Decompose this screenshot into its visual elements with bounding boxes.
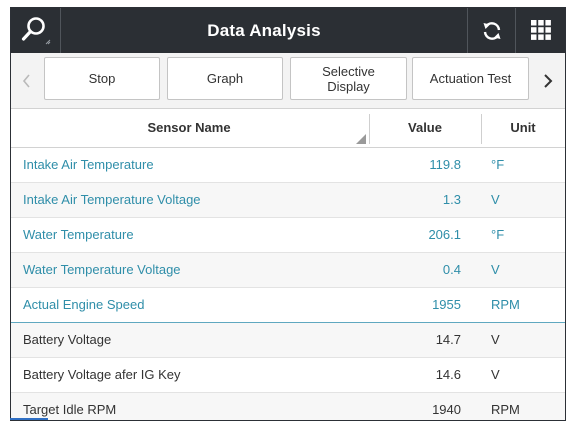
column-divider bbox=[481, 114, 482, 144]
table-row[interactable]: Intake Air Temperature Voltage 1.3 V bbox=[11, 183, 565, 218]
sensor-unit: V bbox=[491, 192, 500, 207]
grid-menu-icon bbox=[531, 20, 551, 40]
table-row[interactable]: Water Temperature Voltage 0.4 V bbox=[11, 253, 565, 288]
sensor-value: 1955 bbox=[432, 297, 461, 312]
stop-button[interactable]: Stop bbox=[44, 57, 160, 100]
sensor-name: Intake Air Temperature bbox=[23, 157, 154, 172]
data-analysis-window: Data Analysis bbox=[10, 7, 566, 421]
sensor-name: Intake Air Temperature Voltage bbox=[23, 192, 201, 207]
sensor-unit: °F bbox=[491, 157, 505, 172]
refresh-button[interactable] bbox=[467, 8, 515, 53]
table-row[interactable]: Battery Voltage 14.7 V bbox=[11, 323, 565, 358]
sensor-unit: V bbox=[491, 367, 500, 382]
selective-display-button[interactable]: Selective Display bbox=[290, 57, 407, 100]
chevron-left-icon bbox=[22, 74, 30, 88]
graph-button[interactable]: Graph bbox=[167, 57, 283, 100]
search-icon bbox=[21, 17, 51, 45]
sensor-unit: V bbox=[491, 262, 500, 277]
column-divider bbox=[369, 114, 370, 144]
sensor-name: Actual Engine Speed bbox=[23, 297, 145, 312]
sensor-unit: °F bbox=[491, 227, 505, 242]
value-header: Value bbox=[408, 120, 442, 135]
toolbar: Stop Graph Selective Display Actuation T… bbox=[11, 53, 565, 109]
sensor-value: 14.6 bbox=[435, 367, 461, 382]
scroll-right-button[interactable] bbox=[534, 53, 564, 109]
unit-header: Unit bbox=[510, 120, 536, 135]
sensor-value: 206.1 bbox=[428, 227, 461, 242]
actuation-test-label: Actuation Test bbox=[429, 71, 512, 86]
sensor-value: 1.3 bbox=[442, 192, 461, 207]
sensor-name: Battery Voltage afer IG Key bbox=[23, 367, 181, 382]
table-header: Sensor Name Value Unit bbox=[11, 110, 565, 148]
grid-menu-button[interactable] bbox=[515, 8, 565, 53]
sensor-unit: V bbox=[491, 332, 500, 347]
sensor-value: 0.4 bbox=[442, 262, 461, 277]
graph-button-label: Graph bbox=[206, 71, 244, 86]
search-button[interactable] bbox=[11, 8, 61, 53]
sensor-value: 119.8 bbox=[429, 157, 461, 172]
sensor-name: Water Temperature bbox=[23, 227, 134, 242]
table-row[interactable]: Target Idle RPM 1940 RPM bbox=[11, 393, 565, 420]
table-row[interactable]: Actual Engine Speed 1955 RPM bbox=[11, 288, 565, 323]
table-row[interactable]: Intake Air Temperature 119.8 °F bbox=[11, 148, 565, 183]
table-row[interactable]: Battery Voltage afer IG Key 14.6 V bbox=[11, 358, 565, 393]
scroll-indicator bbox=[10, 418, 48, 420]
sensor-value: 1940 bbox=[432, 402, 461, 417]
sort-indicator-icon bbox=[356, 134, 366, 144]
table-row[interactable]: Water Temperature 206.1 °F bbox=[11, 218, 565, 253]
sensor-unit: RPM bbox=[491, 402, 520, 417]
sensor-unit: RPM bbox=[491, 297, 520, 312]
header-bar: Data Analysis bbox=[11, 8, 565, 53]
chevron-right-icon bbox=[544, 74, 553, 88]
actuation-test-button[interactable]: Actuation Test bbox=[412, 57, 529, 100]
scroll-left-button[interactable] bbox=[13, 53, 43, 109]
sensor-name-header[interactable]: Sensor Name bbox=[147, 120, 231, 135]
refresh-icon bbox=[483, 22, 501, 40]
selective-display-label: Selective Display bbox=[322, 63, 375, 94]
sensor-name: Water Temperature Voltage bbox=[23, 262, 181, 277]
sensor-name: Target Idle RPM bbox=[23, 402, 117, 417]
stop-button-label: Stop bbox=[88, 71, 116, 86]
sensor-value: 14.7 bbox=[435, 332, 461, 347]
sensor-name: Battery Voltage bbox=[23, 332, 112, 347]
page-title: Data Analysis bbox=[207, 21, 321, 40]
